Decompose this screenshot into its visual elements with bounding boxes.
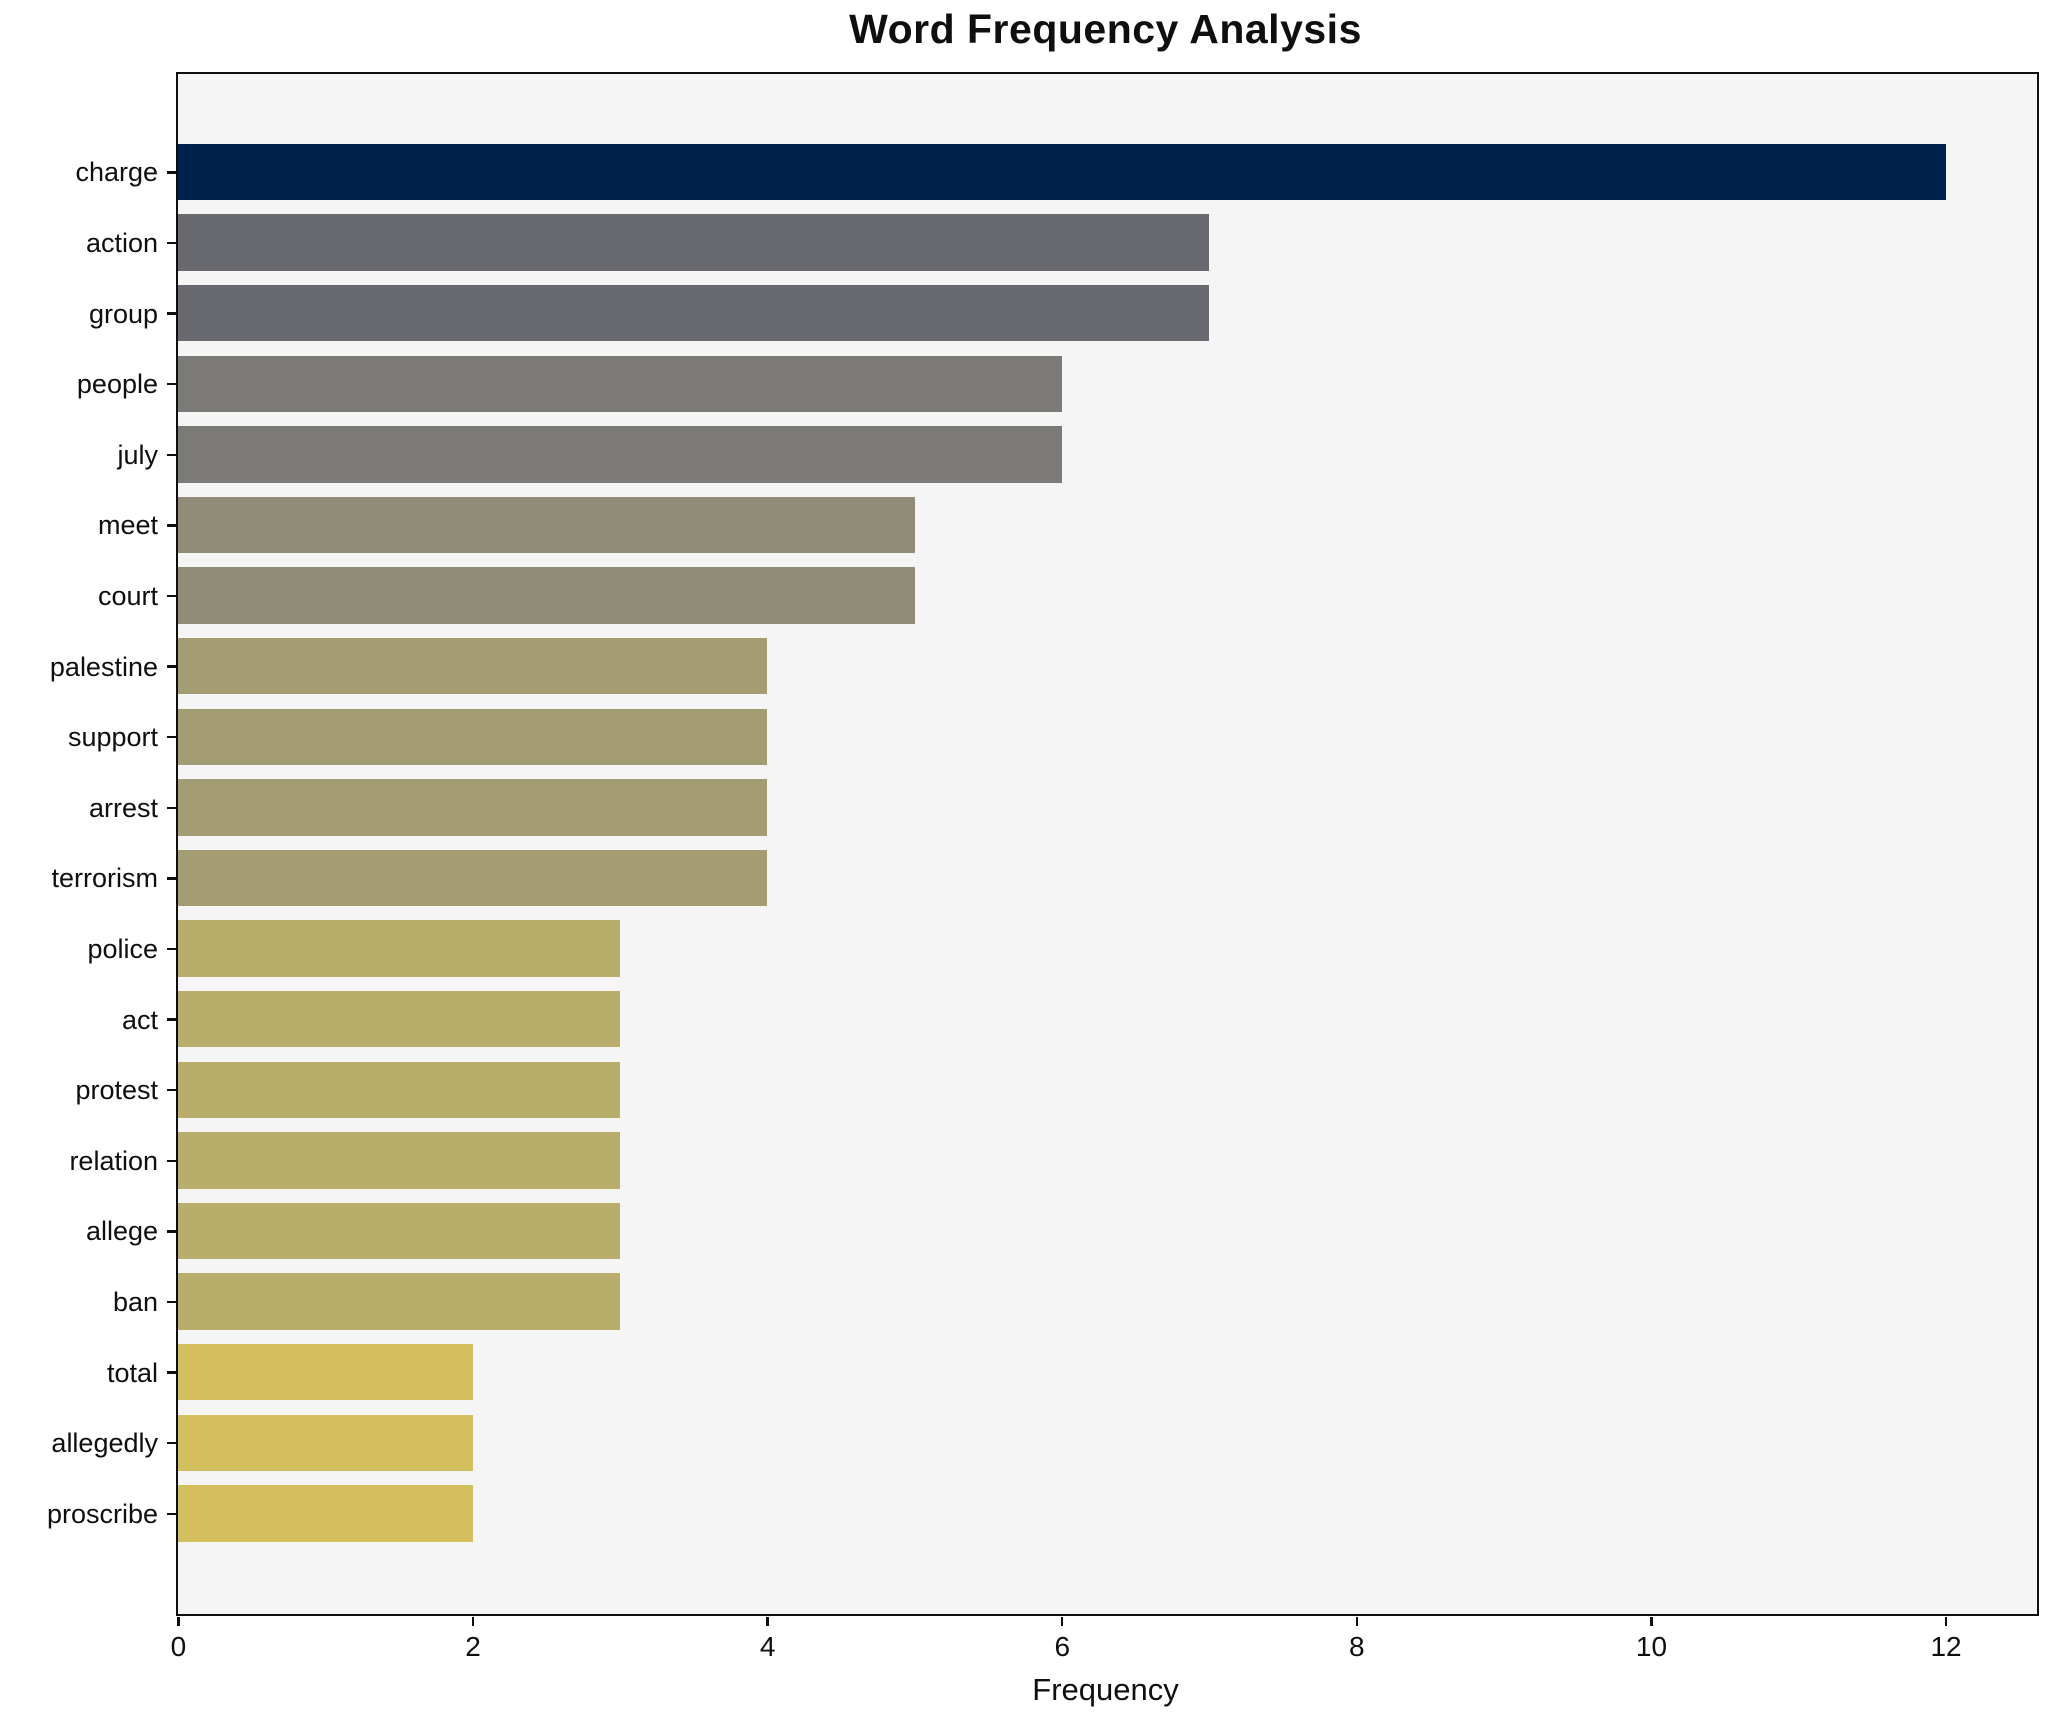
bar-terrorism	[178, 849, 768, 907]
x-tick-label-10: 10	[1635, 1630, 1668, 1662]
bar-act	[178, 990, 620, 1048]
y-tick-people	[167, 383, 176, 386]
y-label-july: july	[117, 439, 158, 470]
y-tick-police	[167, 947, 176, 951]
x-tick-label-8: 8	[1349, 1630, 1365, 1662]
y-label-act: act	[121, 1004, 158, 1035]
y-label-protest: protest	[75, 1075, 158, 1106]
bar-group	[178, 284, 1210, 342]
y-label-ban: ban	[112, 1287, 158, 1317]
bar-relation	[178, 1132, 620, 1189]
bar-arrest	[178, 779, 768, 836]
x-tick-10	[1650, 1616, 1653, 1626]
x-tick-label-6: 6	[1054, 1630, 1071, 1662]
y-label-relation: relation	[69, 1145, 158, 1176]
y-label-proscribe: proscribe	[46, 1498, 158, 1529]
bar-palestine	[178, 637, 768, 695]
y-tick-protest	[167, 1089, 176, 1092]
y-tick-allege	[167, 1230, 176, 1233]
bar-police	[178, 920, 620, 977]
y-label-support: support	[67, 722, 158, 753]
x-tick-label-2: 2	[465, 1630, 481, 1662]
x-tick-6	[1061, 1616, 1064, 1626]
y-tick-act	[167, 1018, 176, 1021]
x-tick-8	[1355, 1616, 1359, 1626]
y-tick-court	[167, 594, 176, 598]
y-label-arrest: arrest	[88, 792, 158, 823]
x-tick-4	[766, 1616, 769, 1626]
bar-people	[178, 355, 1062, 413]
y-label-palestine: palestine	[49, 651, 158, 682]
y-tick-terrorism	[167, 877, 176, 880]
x-tick-12	[1944, 1616, 1948, 1626]
y-tick-arrest	[167, 806, 176, 809]
bar-july	[178, 426, 1062, 483]
y-label-action: action	[85, 228, 158, 258]
chart-title: Word Frequency Analysis	[849, 6, 1362, 52]
y-tick-group	[167, 312, 176, 315]
y-tick-support	[167, 736, 176, 739]
y-label-people: people	[76, 369, 158, 400]
bar-protest	[178, 1061, 620, 1119]
bar-allegedly	[178, 1414, 473, 1472]
y-label-terrorism: terrorism	[51, 863, 159, 894]
x-tick-label-4: 4	[759, 1630, 776, 1662]
y-tick-proscribe	[167, 1512, 176, 1515]
y-tick-ban	[167, 1300, 176, 1304]
y-label-group: group	[88, 298, 158, 329]
x-tick-label-0: 0	[170, 1630, 187, 1662]
y-label-allegedly: allegedly	[51, 1428, 158, 1459]
y-tick-action	[167, 241, 176, 245]
x-tick-0	[177, 1616, 180, 1626]
bar-court	[178, 567, 915, 624]
bar-proscribe	[178, 1485, 473, 1542]
bar-ban	[178, 1273, 620, 1330]
y-tick-palestine	[167, 665, 176, 668]
y-tick-allegedly	[167, 1442, 176, 1445]
y-label-meet: meet	[97, 510, 158, 541]
y-label-charge: charge	[75, 157, 158, 188]
x-tick-label-12: 12	[1930, 1630, 1962, 1662]
y-tick-relation	[167, 1159, 176, 1162]
y-label-total: total	[106, 1357, 158, 1388]
y-tick-total	[167, 1371, 176, 1374]
y-label-allege: allege	[85, 1216, 158, 1247]
x-tick-2	[471, 1616, 475, 1626]
y-label-court: court	[97, 581, 158, 611]
bar-action	[178, 214, 1210, 271]
bar-meet	[178, 496, 915, 554]
bar-allege	[178, 1202, 620, 1260]
bar-charge	[178, 143, 1946, 201]
y-tick-july	[167, 453, 176, 456]
x-axis-label: Frequency	[1032, 1672, 1179, 1707]
bar-support	[178, 708, 768, 766]
y-tick-meet	[167, 524, 176, 527]
bar-total	[178, 1343, 473, 1401]
plot-area	[176, 72, 2039, 1616]
y-label-police: police	[87, 934, 158, 964]
y-tick-charge	[167, 171, 176, 174]
